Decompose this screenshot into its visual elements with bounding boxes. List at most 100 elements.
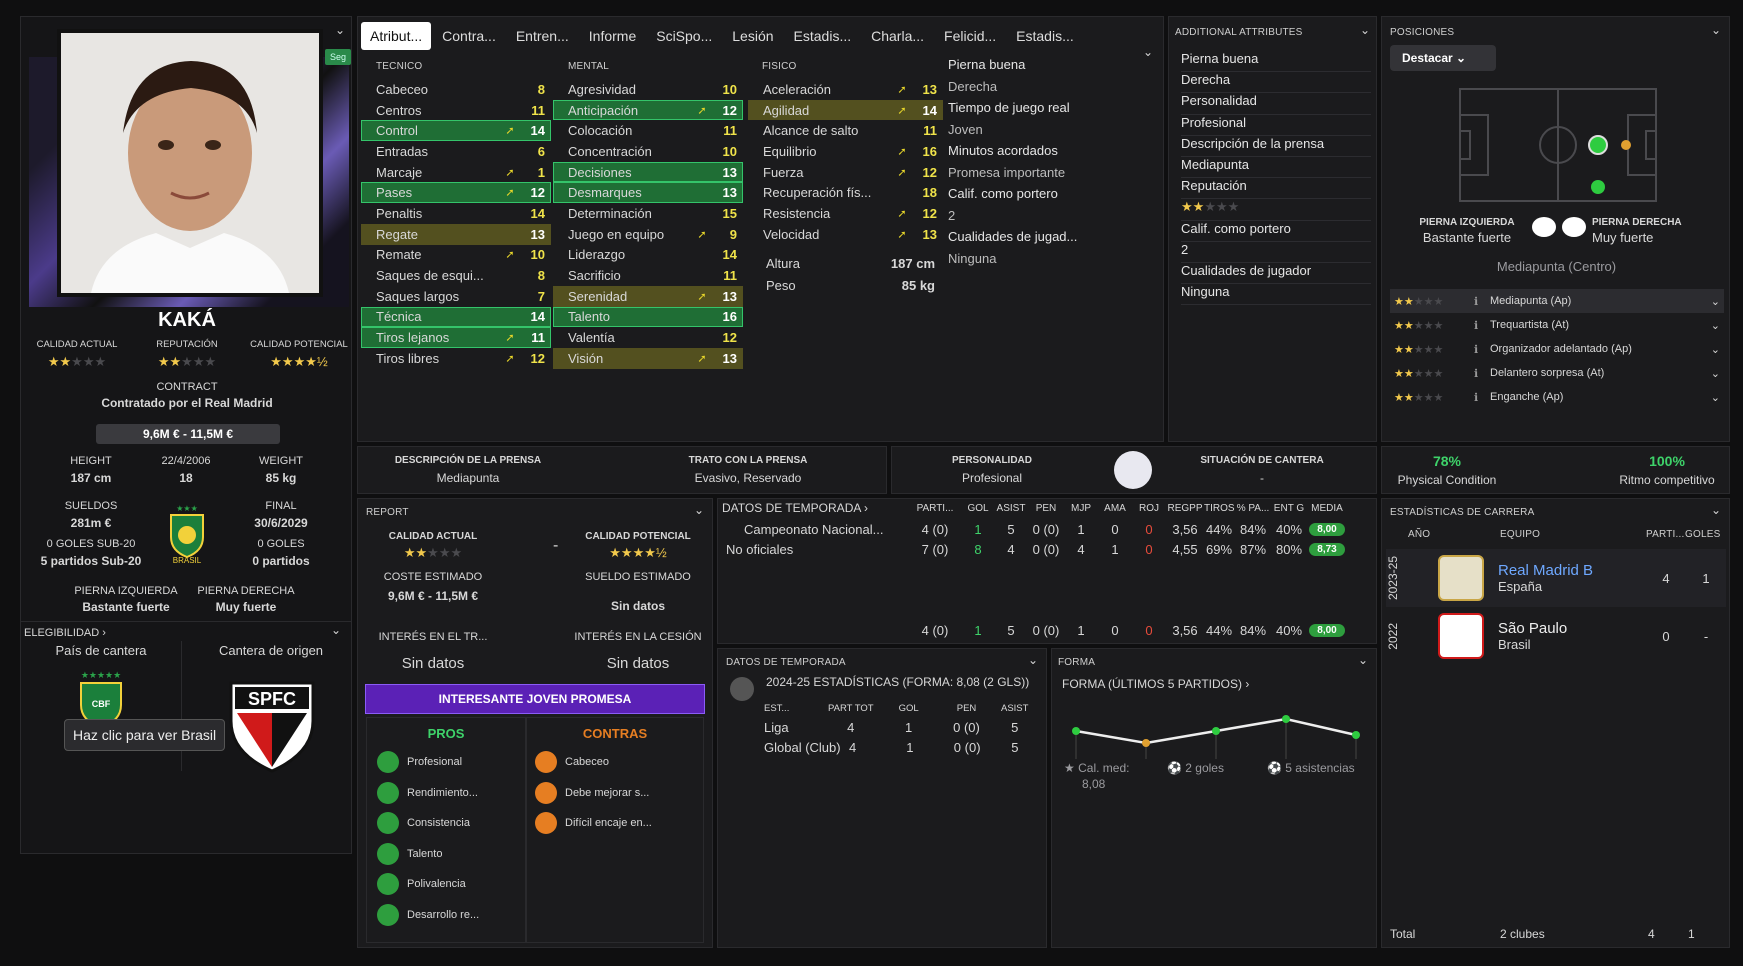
tab-3[interactable]: Informe (588, 28, 637, 44)
tab-7[interactable]: Charla... (871, 28, 925, 44)
chevron-down-icon[interactable]: ⌄ (693, 503, 704, 517)
attr-row[interactable]: Visión ➚ 13 (553, 347, 743, 369)
info-icon[interactable]: ℹ (1474, 391, 1479, 404)
spfc-crest-icon[interactable]: SPFC (229, 681, 315, 773)
attr-row[interactable]: Determinación 15 (553, 203, 743, 224)
info-icon[interactable]: ℹ (1474, 367, 1479, 380)
attr-row[interactable]: Fuerza ➚ 12 (748, 162, 943, 183)
attr-row[interactable]: Tiros libres ➚ 12 (361, 348, 551, 369)
tab-6[interactable]: Estadis... (793, 28, 852, 44)
physical-condition-value: 78% (1432, 453, 1462, 469)
attr-row[interactable]: Serenidad ➚ 13 (553, 285, 743, 307)
brazil-crest-icon[interactable]: ★★★ BRASIL (167, 503, 207, 565)
attr-row[interactable]: Juego en equipo ➚ 9 (553, 224, 743, 245)
attr-row[interactable]: Decisiones 13 (553, 161, 743, 183)
role-row[interactable]: ★★★★★ ℹ Enganche (Ap) ⌄ (1390, 385, 1724, 409)
attr-row[interactable]: Cabeceo 8 (361, 79, 551, 100)
chevron-down-icon[interactable]: ⌄ (1710, 295, 1720, 308)
attr-row[interactable]: Pases ➚ 12 (361, 182, 551, 204)
chevron-down-icon[interactable]: ⌄ (1710, 391, 1720, 404)
attr-row[interactable]: Control ➚ 14 (361, 120, 551, 142)
chevron-down-icon[interactable]: ⌄ (1710, 503, 1721, 517)
attr-row[interactable]: Penaltis 14 (361, 203, 551, 224)
attr-name: Fuerza (763, 164, 804, 180)
chevron-down-icon[interactable]: ⌄ (1357, 653, 1368, 667)
attr-row[interactable]: Marcaje ➚ 1 (361, 162, 551, 183)
tab-0[interactable]: Atribut... (361, 22, 432, 50)
chevron-down-icon[interactable]: ⌄ (1027, 653, 1038, 667)
season-stat: 44% (1205, 623, 1233, 638)
report-item: Polivalencia (377, 869, 525, 900)
chevron-down-icon[interactable]: ⌄ (334, 23, 345, 37)
form-chart (1072, 715, 1360, 759)
attr-row[interactable]: Saques de esqui... 8 (361, 265, 551, 286)
chevron-down-icon[interactable]: ⌄ (1710, 319, 1720, 332)
side-info-item: Pierna buena (948, 57, 1026, 72)
chevron-down-icon[interactable]: ⌄ (1710, 367, 1720, 380)
report-item-label: Polivalencia (407, 878, 466, 891)
attr-row[interactable]: Sacrificio 11 (553, 265, 743, 286)
attr-row[interactable]: Saques largos 7 (361, 286, 551, 307)
career-team-name[interactable]: Real Madrid B (1498, 562, 1594, 579)
career-row[interactable]: 2022 São Paulo Brasil 0 - (1386, 607, 1726, 665)
report-item-icon (377, 751, 399, 774)
season-row[interactable]: No oficiales 7 (0) 8 4 0 (0) 4 1 0 4,55 69% 87% 80%… (722, 539, 1372, 559)
info-icon[interactable]: ℹ (1474, 343, 1479, 356)
eligibility-header[interactable]: ELEGIBILIDAD › (24, 627, 106, 639)
highlight-dropdown[interactable]: Destacar ⌄ (1390, 45, 1496, 71)
tab-9[interactable]: Estadis... (1016, 28, 1074, 44)
attr-row[interactable]: Agilidad ➚ 14 (748, 99, 943, 121)
season-title[interactable]: DATOS DE TEMPORADA › (722, 501, 869, 515)
attr-row[interactable]: Aceleración ➚ 13 (748, 79, 943, 100)
sao-paulo-crest-icon (1438, 613, 1484, 659)
attr-row[interactable]: Talento 16 (553, 306, 743, 328)
attr-row[interactable]: Desmarques 13 (553, 182, 743, 204)
form-sub[interactable]: FORMA (ÚLTIMOS 5 PARTIDOS) › (1062, 677, 1250, 691)
attr-row[interactable]: Recuperación fís... 18 (748, 182, 943, 203)
attr-row[interactable]: Concentración 10 (553, 141, 743, 162)
attr-row[interactable]: Valentía 12 (553, 327, 743, 348)
attr-row[interactable]: Tiros lejanos ➚ 11 (361, 327, 551, 348)
role-row[interactable]: ★★★★★ ℹ Organizador adelantado (Ap) ⌄ (1390, 337, 1724, 361)
chevron-down-icon[interactable]: ⌄ (1710, 343, 1720, 356)
attr-row[interactable]: Técnica 14 (361, 306, 551, 328)
chevron-down-icon[interactable]: ⌄ (1142, 45, 1153, 59)
chevron-down-icon[interactable]: ⌄ (330, 623, 341, 637)
attr-row[interactable]: Entradas 6 (361, 141, 551, 162)
attr-value: 10 (722, 81, 737, 97)
attr-row[interactable]: Resistencia ➚ 12 (748, 203, 943, 224)
role-stars: ★★★★★ (1394, 343, 1444, 356)
season-stat: 8,00 (1309, 522, 1345, 536)
chevron-down-icon[interactable]: ⌄ (1710, 23, 1721, 37)
career-row[interactable]: 2023-25 Real Madrid B España 4 1 (1386, 549, 1726, 607)
attr-row[interactable]: Regate 13 (361, 223, 551, 245)
role-name: Organizador adelantado (Ap) (1490, 343, 1632, 355)
attr-row[interactable]: Liderazgo 14 (553, 245, 743, 266)
attr-row[interactable]: Remate ➚ 10 (361, 245, 551, 266)
season-stat: 0 (1145, 521, 1153, 537)
mental-header: MENTAL (568, 61, 610, 72)
u20-goals: 0 GOLES SUB-20 (46, 538, 136, 550)
seg-badge: Seg (325, 49, 352, 65)
chevron-down-icon[interactable]: ⌄ (1359, 23, 1370, 37)
attr-row[interactable]: Anticipación ➚ 12 (553, 99, 743, 121)
role-row[interactable]: ★★★★★ ℹ Trequartista (At) ⌄ (1390, 313, 1724, 337)
info-icon[interactable]: ℹ (1474, 295, 1479, 308)
attr-row[interactable]: Colocación 11 (553, 120, 743, 141)
role-row[interactable]: ★★★★★ ℹ Delantero sorpresa (At) ⌄ (1390, 361, 1724, 385)
tab-8[interactable]: Felicid... (944, 28, 997, 44)
tab-2[interactable]: Entren... (515, 28, 569, 44)
tab-4[interactable]: SciSpo... (656, 28, 713, 44)
attr-row[interactable]: Centros 11 (361, 100, 551, 121)
player-photo[interactable] (57, 29, 323, 297)
season-row[interactable]: Campeonato Nacional... 4 (0) 1 5 0 (0) 1 0 0 3,5… (722, 519, 1372, 539)
tab-1[interactable]: Contra... (442, 28, 496, 44)
attr-row[interactable]: Agresividad 10 (553, 79, 743, 100)
info-icon[interactable]: ℹ (1474, 319, 1479, 332)
attr-row[interactable]: Alcance de salto 11 (748, 120, 943, 141)
attr-row[interactable]: Velocidad ➚ 13 (748, 224, 943, 245)
press-desc-value: Mediapunta (436, 471, 500, 485)
tab-5[interactable]: Lesión (732, 28, 774, 44)
role-row[interactable]: ★★★★★ ℹ Mediapunta (Ap) ⌄ (1390, 289, 1724, 313)
attr-row[interactable]: Equilibrio ➚ 16 (748, 141, 943, 162)
